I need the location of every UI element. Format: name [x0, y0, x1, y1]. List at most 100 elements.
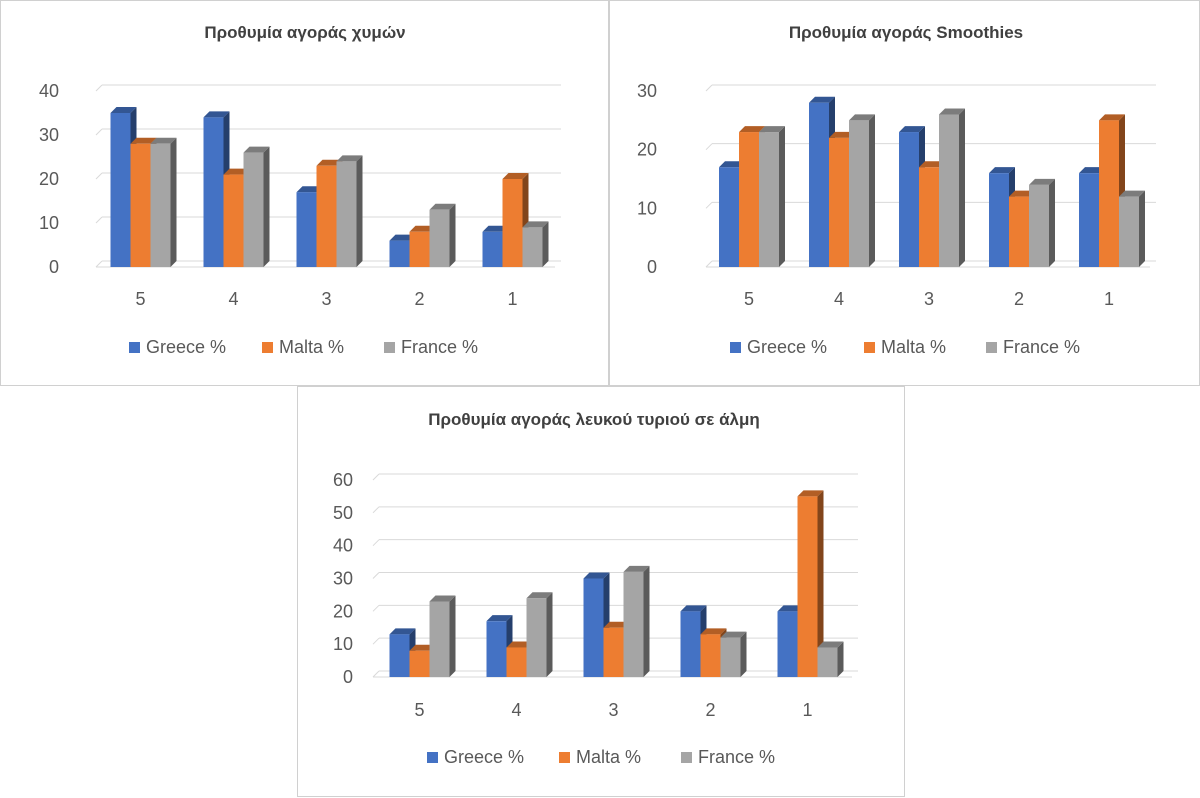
x-tick-label: 4 [834, 289, 844, 309]
bar-front [522, 227, 543, 267]
bar-front [316, 165, 337, 267]
bar-top [817, 641, 844, 648]
bar-top [389, 234, 416, 241]
legend-swatch [681, 752, 692, 763]
chart-smoothies: Προθυμία αγοράς Smoothies 0 10 20 30 5 4 3 2 1 Gr… [609, 0, 1200, 386]
y-tick-label: 0 [49, 257, 59, 277]
bar-top [203, 111, 230, 118]
gridline-diag [372, 604, 380, 612]
y-tick-label: 0 [647, 257, 657, 277]
bar-top [829, 131, 855, 138]
bar-front [797, 496, 818, 677]
legend-label: France % [401, 337, 478, 357]
bar-front [482, 231, 503, 267]
bar-top [429, 203, 456, 210]
bar-front [296, 192, 317, 267]
legend-label: Greece % [444, 747, 524, 767]
bar-top [389, 628, 416, 635]
gridline-diag [705, 84, 713, 92]
bar-top [603, 621, 630, 628]
bar-side [779, 126, 785, 267]
bar-front [409, 231, 430, 267]
bar-side [740, 631, 747, 677]
bar-front [919, 167, 939, 267]
gridline-diag [372, 473, 380, 481]
bar-top [526, 592, 553, 599]
gridline-diag [95, 84, 103, 92]
bar-front [680, 611, 701, 677]
bar-front [389, 634, 410, 677]
bar-front [719, 167, 739, 267]
bar-top [797, 490, 824, 497]
bar-malta [797, 490, 824, 677]
gridline-diag [95, 172, 103, 180]
x-tick-label: 5 [744, 289, 754, 309]
bar-side [1049, 178, 1055, 267]
bar-side [837, 641, 844, 677]
bar-front [506, 647, 527, 677]
gridline-diag [705, 260, 713, 268]
bar-france [150, 137, 177, 267]
bar-front [1029, 184, 1049, 267]
bar-front [939, 114, 959, 267]
bar-top [623, 565, 650, 572]
bar-top [223, 168, 250, 175]
y-tick-label: 30 [637, 81, 657, 101]
y-tick-label: 10 [39, 213, 59, 233]
x-tick-label: 2 [1014, 289, 1024, 309]
bar-france [336, 155, 363, 267]
y-tick-label: 20 [39, 169, 59, 189]
bar-side [170, 137, 177, 267]
y-tick-label: 40 [39, 81, 59, 101]
bar-front [223, 174, 244, 267]
bar-side [542, 221, 549, 267]
legend: Greece % Malta % France % [129, 337, 478, 357]
chart-juices: Προθυμία αγοράς χυμών 0 10 20 30 40 5 4 3 2 1 Gree… [0, 0, 609, 386]
y-tick-label: 40 [333, 536, 353, 556]
bar-side [546, 592, 553, 677]
bar-front [720, 637, 741, 677]
x-tick-label: 3 [608, 700, 618, 720]
chart-white-cheese-svg: Προθυμία αγοράς λευκού τυριού σε άλμη 0 1… [333, 410, 858, 767]
bar-side [869, 114, 875, 267]
gridline-diag [705, 201, 713, 209]
gridline-diag [95, 260, 103, 268]
bar-top [296, 186, 323, 193]
bar-front [1009, 196, 1029, 267]
x-tick-label: 4 [228, 289, 238, 309]
x-tick-label: 2 [705, 700, 715, 720]
chart-juices-svg: Προθυμία αγοράς χυμών 0 10 20 30 40 5 4 3 2 1 Gree… [39, 23, 561, 357]
bar-front [502, 179, 523, 267]
bar-side [263, 146, 270, 267]
bar-front [1119, 196, 1139, 267]
y-tick-label: 20 [333, 601, 353, 621]
bar-front [583, 578, 604, 677]
bar-top [1009, 190, 1035, 197]
bar-side [817, 490, 824, 677]
bar-top [939, 108, 965, 115]
bar-front [130, 143, 151, 267]
gridline-diag [372, 506, 380, 514]
x-tick-label: 5 [414, 700, 424, 720]
bar-top [809, 96, 835, 103]
bar-top [486, 615, 513, 622]
bar-top [522, 221, 549, 228]
bar-france [429, 595, 456, 677]
bar-top [1079, 167, 1105, 174]
legend-label: France % [1003, 337, 1080, 357]
bar-top [1029, 178, 1055, 185]
bar-top [1099, 114, 1125, 121]
bar-front [829, 137, 849, 267]
bar-front [739, 132, 759, 267]
bar-top [899, 126, 925, 133]
legend-swatch [384, 342, 395, 353]
bar-front [809, 102, 829, 267]
bar-top [482, 225, 509, 232]
y-tick-label: 30 [333, 569, 353, 589]
bar-top [719, 161, 745, 168]
x-tick-label: 2 [414, 289, 424, 309]
bar-top [759, 126, 785, 133]
bar-front [623, 571, 644, 677]
legend-label: France % [698, 747, 775, 767]
bar-top [919, 161, 945, 168]
